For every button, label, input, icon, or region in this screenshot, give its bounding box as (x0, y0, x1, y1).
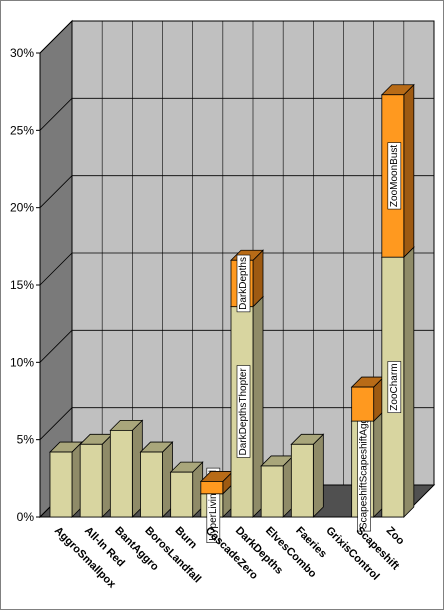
bar-front (290, 443, 314, 518)
bar-front (79, 443, 103, 518)
y-tick-label: 10% (10, 355, 34, 369)
y-tick-label: 30% (10, 46, 34, 60)
data-label-text: ScapeshiftScapeshiftAggro (359, 409, 370, 530)
y-axis-tick-labels: 0% 5% 10% 15% 20% 25% 30% (10, 46, 40, 524)
bar-side (403, 83, 415, 259)
y-tick-label: 5% (17, 433, 35, 447)
data-label-text: DarkDepths (238, 257, 249, 310)
bar-front (49, 451, 73, 518)
bar-front (170, 471, 194, 518)
data-label-text: HyperLivingEnd (208, 470, 219, 541)
data-label: ZooCharm (387, 361, 402, 414)
data-label-box (387, 361, 402, 414)
y-tick-label: 0% (17, 510, 35, 524)
y-tick-label: 20% (10, 201, 34, 215)
bar-front (140, 451, 163, 518)
data-label: DarkDepthsThopter (236, 365, 251, 458)
data-label-box (236, 254, 251, 313)
data-label: DarkDepths (236, 254, 251, 313)
data-label: ScapeshiftScapeshiftAggro (357, 406, 371, 532)
data-label-text: ZooCharm (389, 363, 400, 410)
bar-front (200, 481, 224, 495)
data-label-box (387, 142, 402, 210)
chart-bars: HyperLivingEnd DarkDepthsThopter DarkDepth… (49, 83, 415, 544)
bar-front (260, 465, 284, 518)
data-label: ZooMoonBust (387, 142, 402, 210)
y-tick-label: 25% (10, 123, 34, 137)
bar-side (312, 433, 324, 518)
bar-side (403, 246, 415, 518)
bar-front (351, 386, 375, 422)
data-label-text: ZooMoonBust (389, 145, 400, 207)
bar-front (109, 429, 133, 518)
data-label-text: DarkDepthsThopter (238, 368, 249, 456)
data-label-box (236, 365, 251, 458)
y-tick-label: 15% (10, 278, 34, 292)
